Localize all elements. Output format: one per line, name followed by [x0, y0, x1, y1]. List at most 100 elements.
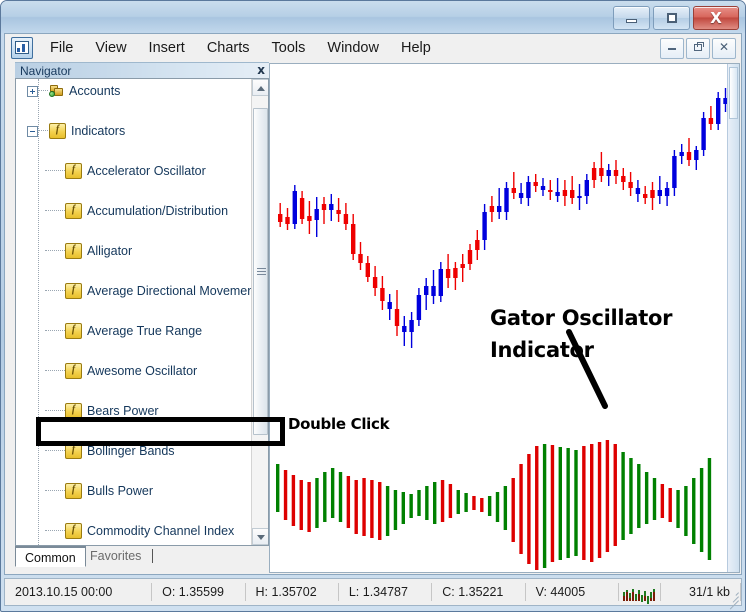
candle-body	[394, 309, 400, 326]
tree-item-accelerator-oscillator[interactable]: f Accelerator Oscillator	[16, 161, 252, 181]
tree-item-alligator[interactable]: f Alligator	[16, 241, 252, 261]
candle-body	[621, 176, 626, 182]
status-traffic: 31/1 kb	[661, 583, 742, 601]
menu-file[interactable]: File	[50, 40, 74, 56]
tree-item-label: Accumulation/Distribution	[87, 204, 229, 218]
chart-scrollbar-thumb[interactable]	[729, 67, 738, 119]
gator-lower-bar	[283, 502, 288, 520]
tree-guide-line	[38, 79, 40, 545]
window-close-button[interactable]: X	[693, 6, 739, 30]
signal-bars-icon[interactable]	[619, 583, 661, 604]
scroll-down-button[interactable]	[252, 528, 268, 545]
gator-lower-bar	[315, 502, 319, 528]
gator-upper-bar	[495, 492, 500, 502]
expand-icon[interactable]	[27, 85, 38, 97]
navigator-body: Accounts f Indicators f Accelerator Oscillat…	[15, 78, 269, 546]
signal-bar	[647, 596, 650, 604]
tree-item-commodity-channel-index[interactable]: f Commodity Channel Index	[16, 521, 252, 541]
status-volume: V: 44005	[526, 583, 619, 601]
tree-item-accounts[interactable]: Accounts	[16, 81, 252, 101]
gator-upper-bar	[276, 464, 280, 502]
tree-item-indicators[interactable]: f Indicators	[16, 121, 252, 141]
tree-item-accumulation-distribution[interactable]: f Accumulation/Distribution	[16, 201, 252, 221]
candle-body	[343, 214, 349, 224]
candle-body	[416, 295, 422, 320]
tab-common[interactable]: Common	[15, 546, 86, 567]
gator-lower-bar	[684, 502, 688, 536]
gator-lower-bar	[433, 502, 437, 524]
navigator-scrollbar[interactable]	[251, 79, 268, 545]
gator-lower-bar	[417, 502, 421, 516]
indicator-tree[interactable]: Accounts f Indicators f Accelerator Oscillat…	[16, 79, 252, 545]
candle-body	[445, 269, 451, 278]
gator-lower-bar	[456, 502, 460, 514]
mdi-close-button[interactable]: ✕	[712, 38, 736, 59]
gator-lower-bar	[346, 502, 351, 528]
gator-lower-bar	[472, 502, 476, 510]
gator-lower-bar	[487, 502, 492, 516]
candle-body	[555, 192, 560, 196]
gator-lower-bar	[613, 502, 617, 546]
gator-upper-bar	[582, 446, 586, 502]
menu-view[interactable]: View	[95, 40, 127, 56]
tree-connector	[45, 250, 65, 252]
menu-help[interactable]: Help	[400, 40, 431, 56]
tree-item-label: Commodity Channel Index	[87, 524, 235, 538]
tree-item-label: Average True Range	[87, 324, 203, 338]
tree-item-average-true-range[interactable]: f Average True Range	[16, 321, 252, 341]
menu-window[interactable]: Window	[327, 40, 379, 56]
gator-upper-bar	[307, 482, 311, 502]
gator-lower-bar	[590, 502, 594, 562]
gator-upper-bar	[487, 496, 492, 502]
gator-upper-bar	[535, 446, 539, 502]
candle-body	[336, 210, 341, 214]
gator-lower-bar	[425, 502, 429, 520]
price-chart-canvas	[276, 88, 728, 570]
gator-lower-bar	[644, 502, 649, 524]
menu-tools[interactable]: Tools	[271, 40, 306, 56]
scrollbar-grip-icon	[257, 267, 266, 276]
tree-item-label: Average Directional Movement	[87, 284, 252, 298]
scroll-up-button[interactable]	[252, 79, 268, 96]
tree-item-awesome-oscillator[interactable]: f Awesome Oscillator	[16, 361, 252, 381]
gator-upper-bar	[456, 490, 460, 502]
menu-charts[interactable]: Charts	[206, 40, 250, 56]
gator-upper-bar	[401, 492, 405, 502]
menu-bar: File View Insert Charts Tools Window Hel…	[5, 34, 741, 62]
navigator-panel: Navigator x Accounts f Indicators f Accelera…	[7, 62, 269, 573]
function-icon: f	[65, 203, 82, 219]
tree-item-bears-power[interactable]: f Bears Power	[16, 401, 252, 421]
tab-favorites[interactable]: Favorites	[90, 549, 142, 563]
candle-body	[329, 204, 334, 210]
tree-item-average-directional-movement[interactable]: f Average Directional Movement	[16, 281, 252, 301]
gator-upper-bar	[574, 450, 578, 502]
mdi-restore-button[interactable]	[686, 38, 710, 59]
window-maximize-button[interactable]	[653, 6, 690, 30]
gator-lower-bar	[527, 502, 531, 564]
tree-item-bollinger-bands[interactable]: f Bollinger Bands	[16, 441, 252, 461]
candle-body	[321, 204, 327, 210]
chart-window[interactable]	[269, 63, 740, 573]
gator-lower-bar	[338, 502, 343, 522]
candle-body	[606, 170, 611, 176]
resize-grip-icon[interactable]	[725, 589, 739, 610]
gator-lower-bar	[699, 502, 704, 552]
annotation-double-click: Double Click	[288, 415, 390, 433]
chart-vertical-scrollbar[interactable]	[727, 64, 739, 572]
gator-upper-bar	[542, 444, 547, 502]
window-minimize-button[interactable]	[613, 6, 650, 30]
tree-connector	[45, 490, 65, 492]
tree-item-bulls-power[interactable]: f Bulls Power	[16, 481, 252, 501]
gator-lower-bar	[291, 502, 296, 526]
scrollbar-thumb[interactable]	[253, 108, 268, 435]
menu-insert[interactable]: Insert	[148, 40, 185, 56]
candle-body	[438, 269, 443, 296]
mdi-minimize-button[interactable]	[660, 38, 684, 59]
navigator-close-icon[interactable]: x	[257, 63, 265, 77]
collapse-icon[interactable]	[27, 125, 38, 137]
candle-body	[489, 206, 495, 212]
gator-upper-bar	[393, 490, 398, 502]
candle-body	[497, 206, 502, 212]
candle-body	[701, 118, 706, 150]
